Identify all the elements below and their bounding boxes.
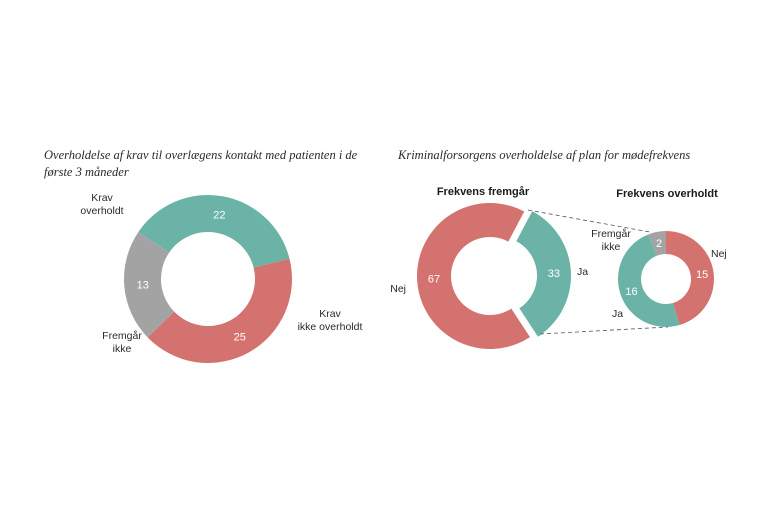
data-label: 13 (137, 280, 149, 292)
legend-label: Ja (577, 266, 588, 278)
legend-label: Krav ikke overholdt (298, 308, 363, 333)
donut-slice-krav-overholdt (138, 194, 290, 268)
connector-line (539, 326, 669, 335)
data-label: 33 (548, 268, 560, 280)
donut-compliance-contact (124, 194, 293, 364)
data-label: 22 (213, 209, 225, 221)
data-label: 2 (656, 238, 662, 250)
donut-slice-fremgår-ikke (124, 232, 175, 338)
legend-label: Nej (711, 248, 727, 260)
donut-slice-nej (666, 231, 714, 326)
donut-slice-ja (516, 211, 571, 337)
donut-frequency-stated (417, 203, 571, 349)
donut-slice-ja (618, 234, 680, 327)
donut-slice-fremgår-ikke (648, 231, 666, 256)
subchart-title: Frekvens overholdt (616, 188, 718, 200)
data-label: 25 (234, 331, 246, 343)
data-label: 16 (625, 286, 637, 298)
legend-label: Fremgår ikke (591, 228, 631, 253)
legend-label: Nej (390, 283, 406, 295)
subchart-title: Frekvens fremgår (437, 186, 530, 198)
left-chart-title: Overholdelse af krav til overlægens kont… (44, 148, 358, 179)
legend-label: Fremgår ikke (102, 330, 142, 355)
donut-slice-nej (417, 203, 530, 349)
legend-label: Krav overholdt (80, 192, 123, 217)
donut-frequency-met (618, 231, 714, 327)
data-label: 15 (696, 269, 708, 281)
legend-label: Ja (612, 308, 623, 320)
right-chart-title: Kriminalforsorgens overholdelse af plan … (398, 148, 691, 162)
data-label: 67 (428, 274, 440, 286)
donut-slice-krav-ikke-overholdt (147, 258, 293, 364)
